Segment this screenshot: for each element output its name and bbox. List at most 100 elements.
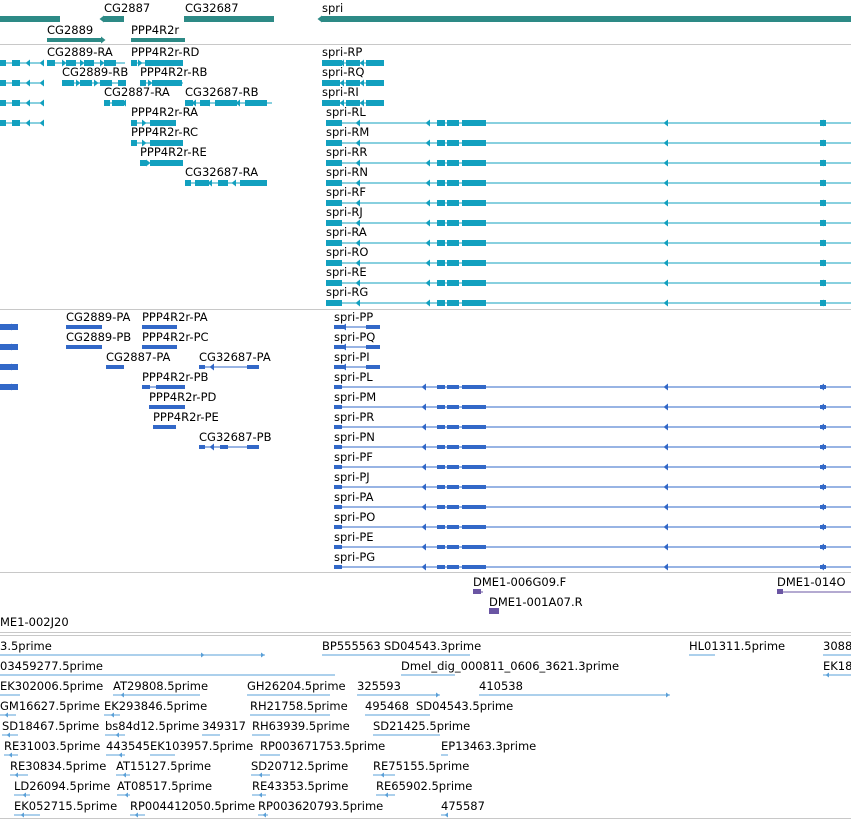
exon-block[interactable]	[12, 80, 20, 86]
exon-block[interactable]	[462, 220, 486, 226]
exon-block[interactable]	[447, 260, 459, 266]
exon-block[interactable]	[131, 120, 137, 126]
exon-block[interactable]	[199, 365, 205, 369]
exon-block[interactable]	[366, 325, 380, 329]
exon-block[interactable]	[322, 100, 340, 106]
exon-block[interactable]	[12, 60, 20, 66]
exon-block[interactable]	[462, 385, 486, 389]
exon-block[interactable]	[447, 445, 459, 449]
exon-block[interactable]	[326, 260, 342, 266]
exon-block[interactable]	[326, 220, 342, 226]
exon-block[interactable]	[156, 385, 185, 389]
gene-bar[interactable]	[322, 16, 851, 22]
exon-block[interactable]	[334, 365, 346, 369]
exon-block[interactable]	[346, 80, 360, 86]
exon-block[interactable]	[437, 260, 445, 266]
exon-block[interactable]	[215, 100, 237, 106]
exon-block[interactable]	[447, 405, 459, 409]
exon-block[interactable]	[326, 140, 342, 146]
exon-block[interactable]	[142, 325, 177, 329]
exon-block[interactable]	[366, 100, 384, 106]
exon-block[interactable]	[366, 345, 380, 349]
gene-bar[interactable]	[131, 38, 185, 42]
exon-block[interactable]	[84, 60, 94, 66]
exon-block[interactable]	[462, 505, 486, 509]
exon-block[interactable]	[437, 485, 445, 489]
exon-block[interactable]	[462, 405, 486, 409]
exon-block[interactable]	[462, 300, 486, 306]
exon-block[interactable]	[462, 120, 486, 126]
exon-block[interactable]	[104, 100, 110, 106]
exon-block[interactable]	[334, 465, 342, 469]
exon-block[interactable]	[80, 80, 92, 86]
exon-block[interactable]	[145, 60, 183, 66]
exon-block[interactable]	[66, 345, 102, 349]
exon-block[interactable]	[334, 565, 342, 569]
exon-block[interactable]	[447, 220, 459, 226]
exon-block[interactable]	[326, 280, 342, 286]
exon-block[interactable]	[462, 260, 486, 266]
exon-block[interactable]	[150, 160, 183, 166]
exon-block[interactable]	[462, 465, 486, 469]
exon-block[interactable]	[47, 60, 55, 66]
exon-block[interactable]	[0, 100, 6, 106]
exon-block[interactable]	[334, 505, 342, 509]
exon-block[interactable]	[447, 200, 459, 206]
exon-block[interactable]	[462, 280, 486, 286]
exon-block[interactable]	[334, 445, 342, 449]
exon-block[interactable]	[140, 160, 146, 166]
exon-block[interactable]	[346, 100, 360, 106]
exon-block[interactable]	[346, 60, 360, 66]
exon-block[interactable]	[437, 405, 445, 409]
exon-block[interactable]	[437, 385, 445, 389]
exon-block[interactable]	[142, 385, 150, 389]
exon-block[interactable]	[462, 545, 486, 549]
exon-block[interactable]	[447, 425, 459, 429]
exon-block[interactable]	[149, 405, 185, 409]
exon-block[interactable]	[437, 160, 445, 166]
exon-block[interactable]	[437, 445, 445, 449]
exon-block[interactable]	[437, 280, 445, 286]
exon-block[interactable]	[153, 425, 176, 429]
exon-block[interactable]	[185, 180, 191, 186]
clone-block[interactable]	[489, 608, 499, 614]
exon-block[interactable]	[185, 100, 193, 106]
exon-block[interactable]	[0, 60, 6, 66]
exon-block[interactable]	[322, 80, 340, 86]
exon-block[interactable]	[334, 385, 342, 389]
exon-block[interactable]	[334, 345, 346, 349]
exon-block[interactable]	[366, 365, 380, 369]
exon-block[interactable]	[322, 60, 342, 66]
exon-block[interactable]	[100, 80, 112, 86]
exon-block[interactable]	[220, 445, 228, 449]
exon-block[interactable]	[240, 180, 267, 186]
exon-block[interactable]	[334, 545, 342, 549]
exon-block[interactable]	[66, 325, 102, 329]
exon-block[interactable]	[437, 525, 445, 529]
exon-block[interactable]	[334, 325, 346, 329]
exon-block[interactable]	[447, 505, 459, 509]
exon-block[interactable]	[462, 240, 486, 246]
exon-block[interactable]	[447, 385, 459, 389]
clone-block[interactable]	[473, 589, 481, 594]
exon-block[interactable]	[200, 100, 210, 106]
exon-block[interactable]	[150, 120, 176, 126]
exon-block[interactable]	[437, 505, 445, 509]
exon-block[interactable]	[112, 100, 124, 106]
exon-block[interactable]	[326, 300, 342, 306]
exon-block[interactable]	[447, 525, 459, 529]
gene-bar[interactable]	[184, 16, 274, 22]
exon-block[interactable]	[199, 445, 205, 449]
exon-block[interactable]	[437, 545, 445, 549]
exon-block[interactable]	[447, 240, 459, 246]
exon-block[interactable]	[334, 405, 342, 409]
exon-block[interactable]	[150, 140, 183, 146]
exon-block[interactable]	[462, 485, 486, 489]
exon-block[interactable]	[462, 525, 486, 529]
exon-block[interactable]	[334, 485, 342, 489]
exon-block[interactable]	[462, 200, 486, 206]
exon-block[interactable]	[447, 485, 459, 489]
exon-block[interactable]	[131, 140, 137, 146]
gene-bar[interactable]	[0, 16, 60, 22]
gene-bar[interactable]	[104, 16, 124, 22]
